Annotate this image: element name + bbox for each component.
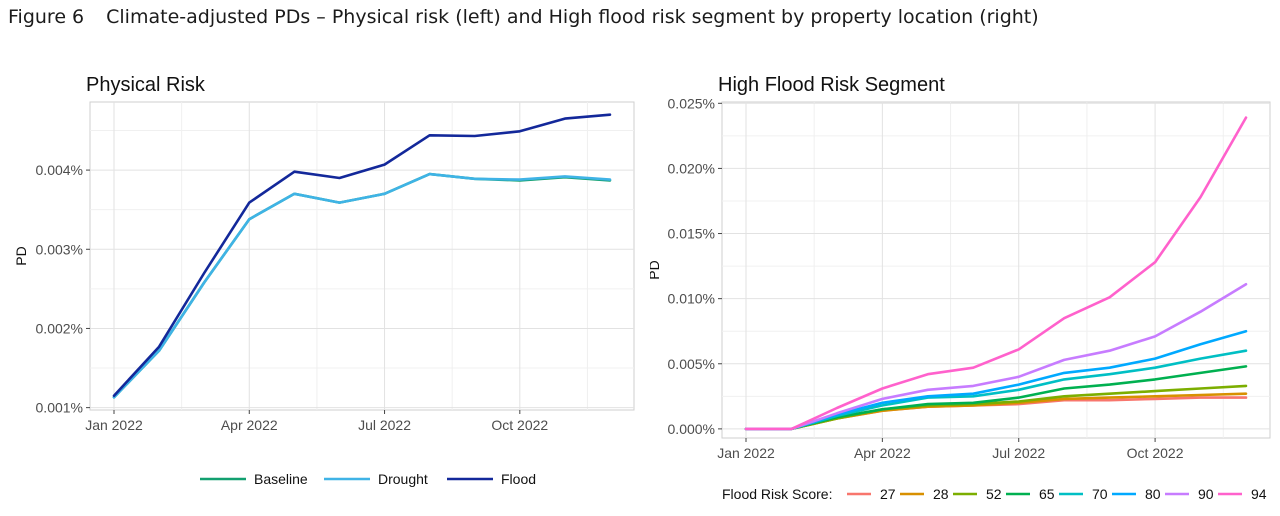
legend-label: 28 (933, 486, 949, 502)
chart-title: Physical Risk (86, 74, 206, 96)
legend-label: 70 (1092, 486, 1108, 502)
series-line-drought (112, 172, 612, 399)
y-tick-label: 0.001% (36, 400, 83, 416)
legend-label: 80 (1145, 486, 1161, 502)
x-tick-label: Jul 2022 (358, 417, 411, 433)
x-tick-label: Jan 2022 (717, 445, 775, 461)
figure-number: Figure 6 (8, 6, 85, 28)
y-tick-label: 0.010% (668, 291, 715, 307)
figure-header: Figure 6 Climate-adjusted PDs – Physical … (8, 6, 1039, 36)
y-tick-label: 0.015% (668, 226, 715, 242)
high-flood-risk-chart: 0.000% 0.005% 0.010% 0.015% 0.020% 0.025% Jan … (650, 74, 1271, 502)
y-tick-label: 0.025% (668, 95, 715, 111)
legend-label: 94 (1251, 486, 1267, 502)
series-line-94 (744, 116, 1248, 431)
figure-title: Climate-adjusted PDs – Physical risk (le… (106, 6, 1039, 28)
x-tick-label: Jul 2022 (992, 445, 1045, 461)
legend-label: 90 (1198, 486, 1214, 502)
y-tick-label: 0.004% (36, 162, 83, 178)
y-tick-label: 0.003% (36, 241, 83, 257)
x-tick-label: Apr 2022 (221, 417, 278, 433)
legend-label: 27 (880, 486, 896, 502)
y-tick-label: 0.002% (36, 320, 83, 336)
x-tick-label: Oct 2022 (491, 417, 548, 433)
x-tick-label: Apr 2022 (854, 445, 911, 461)
legend-label: Flood (501, 471, 536, 487)
legend-title: Flood Risk Score: (722, 486, 832, 502)
y-tick-label: 0.020% (668, 160, 715, 176)
y-tick-label: 0.000% (668, 421, 715, 437)
legend-label: 65 (1039, 486, 1055, 502)
y-tick-label: 0.005% (668, 356, 715, 372)
y-axis-label: PD (650, 260, 662, 279)
chart-title: High Flood Risk Segment (718, 74, 945, 96)
series-line-90 (744, 283, 1248, 431)
legend-label: Baseline (254, 471, 308, 487)
plot-panel (721, 101, 1271, 439)
series-line-flood (112, 113, 612, 398)
plot-panel (89, 101, 635, 411)
physical-risk-chart: 0.001% 0.002% 0.003% 0.004% Jan 2022 Apr 2022… (13, 74, 635, 487)
y-axis-label: PD (13, 246, 29, 265)
x-tick-label: Jan 2022 (85, 417, 143, 433)
legend-label: Drought (378, 471, 428, 487)
legend-label: 52 (986, 486, 1002, 502)
x-tick-label: Oct 2022 (1127, 445, 1184, 461)
